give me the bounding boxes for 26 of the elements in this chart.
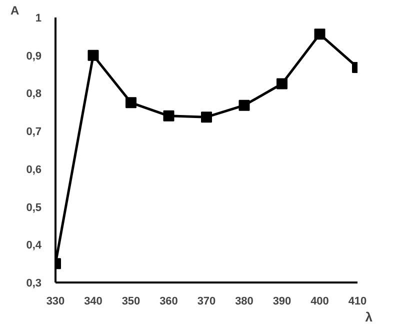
y-tick-label: 0,6 bbox=[26, 164, 42, 176]
x-axis-title: λ bbox=[365, 310, 374, 324]
x-tick-label: 410 bbox=[348, 296, 367, 308]
y-tick-label: 0,8 bbox=[26, 88, 42, 100]
point bbox=[276, 78, 288, 90]
point bbox=[314, 28, 326, 40]
x-tick-label: 400 bbox=[310, 296, 329, 308]
point bbox=[126, 97, 136, 108]
y-tick-label: 0,3 bbox=[26, 278, 42, 290]
point bbox=[201, 112, 212, 123]
x-tick-label: 370 bbox=[197, 296, 216, 308]
x-tick-label: 390 bbox=[272, 296, 292, 308]
x-tick-label: 350 bbox=[122, 296, 140, 308]
x-tick-label: 360 bbox=[160, 296, 178, 308]
y-tick-label: 0,7 bbox=[26, 126, 42, 138]
point bbox=[238, 100, 250, 111]
y-tick-label: 0,5 bbox=[26, 202, 42, 214]
y-tick-label: 0,4 bbox=[26, 240, 42, 252]
y-axis-title: A bbox=[10, 4, 20, 18]
y-tick-label: 1 bbox=[35, 12, 42, 24]
x-tick-label: 380 bbox=[235, 296, 254, 308]
point bbox=[88, 50, 99, 61]
x-tick-label: 340 bbox=[84, 296, 102, 308]
point bbox=[163, 110, 174, 122]
x-tick-label: 330 bbox=[46, 296, 65, 308]
y-tick-label: 0,9 bbox=[26, 50, 42, 62]
